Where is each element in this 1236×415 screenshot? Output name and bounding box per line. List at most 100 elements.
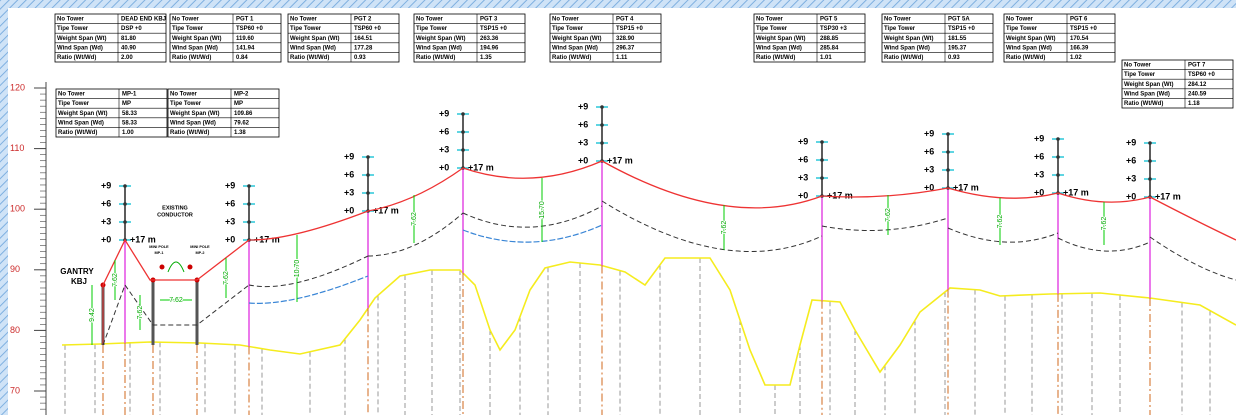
clearance: 7.62 [1101, 217, 1108, 231]
clearance: 10.70 [294, 260, 301, 278]
table-label: No Tower [170, 92, 198, 98]
tower-height: +17 m [130, 234, 156, 244]
height-mark: +3 [798, 172, 808, 182]
table-value: PGT 7 [1188, 63, 1206, 69]
table-value: 0.93 [354, 55, 366, 61]
table-label: No Tower [172, 17, 200, 23]
conductor [1149, 196, 1236, 241]
height-mark: +6 [1034, 151, 1044, 161]
table-box [413, 13, 526, 63]
annotation: KBJ [71, 277, 87, 286]
table-value: 328.90 [616, 36, 635, 42]
table-label: Tipe Tower [552, 26, 584, 32]
table-label: Wind Span (Wd) [1124, 91, 1170, 97]
height-node [946, 132, 950, 136]
table-value: MP-2 [234, 92, 249, 98]
height-mark: +0 [798, 190, 808, 200]
table-label: Ratio (Wt/Wd) [884, 55, 923, 61]
height-node [366, 155, 370, 159]
table-value: 194.96 [480, 45, 499, 51]
height-mark: +0 [578, 155, 588, 165]
tower-height: +17 m [373, 205, 399, 215]
height-mark: +3 [344, 187, 354, 197]
height-node [123, 220, 127, 224]
table-label: Weight Span (Wt) [756, 36, 806, 42]
height-node [461, 112, 465, 116]
table-label: Ratio (Wt/Wd) [552, 55, 591, 61]
height-mark: +0 [1126, 191, 1136, 201]
table-label: Weight Span (Wt) [170, 111, 220, 117]
table-label: Weight Span (Wt) [58, 111, 108, 117]
height-mark: +9 [344, 151, 354, 161]
table-label: Wind Span (Wd) [756, 45, 802, 51]
table-label: Weight Span (Wt) [1124, 82, 1174, 88]
annotation: MINI POLE [190, 245, 210, 249]
tower-table: No Tower PGT 6 Tipe Tower TSP15 +0 Weight Sp… [1003, 13, 1116, 63]
clearance: 7.62 [997, 215, 1004, 229]
table-box [881, 13, 994, 63]
table-value: 0.84 [236, 55, 248, 61]
clearance: 7.62 [223, 271, 230, 285]
table-label: Ratio (Wt/Wd) [1124, 101, 1163, 107]
height-node [247, 202, 251, 206]
height-node [946, 168, 950, 172]
table-value: 195.37 [948, 45, 967, 51]
annotation: MP-2 [195, 251, 204, 255]
clearance: 7.62 [137, 306, 144, 320]
conductor [102, 238, 250, 286]
table-value: 1.02 [1070, 55, 1082, 61]
table-value: 141.94 [236, 45, 255, 51]
tower-height: +17 m [607, 155, 633, 165]
height-node [123, 202, 127, 206]
height-mark: +9 [1126, 137, 1136, 147]
table-label: Tipe Tower [756, 26, 788, 32]
table-label: Ratio (Wt/Wd) [290, 55, 329, 61]
clearance-line [248, 255, 369, 288]
table-value: MP [122, 101, 131, 107]
height-mark: +3 [101, 216, 111, 226]
height-node [820, 176, 824, 180]
height-node [820, 140, 824, 144]
elevation-label: 80 [10, 325, 20, 335]
table-value: PGT 1 [236, 17, 254, 23]
crossing-line [462, 224, 603, 243]
table-label: Weight Span (Wt) [1006, 36, 1056, 42]
height-mark: +6 [798, 154, 808, 164]
clearance: 7.62 [411, 212, 418, 226]
table-label: Weight Span (Wt) [884, 36, 934, 42]
height-node [1148, 159, 1152, 163]
table-label: Weight Span (Wt) [416, 36, 466, 42]
table-value: 1.00 [122, 130, 134, 136]
height-node [123, 184, 127, 188]
table-value: TSP15 +0 [616, 26, 644, 32]
conductor [462, 160, 603, 179]
table-label: No Tower [756, 17, 784, 23]
table-box [549, 13, 662, 63]
height-node [600, 123, 604, 127]
height-mark: +9 [798, 136, 808, 146]
clearance-line [1149, 236, 1236, 281]
table-label: Ratio (Wt/Wd) [57, 55, 96, 61]
height-mark: +6 [924, 146, 934, 156]
existing-conductor [159, 264, 165, 270]
height-node [600, 141, 604, 145]
table-label: Weight Span (Wt) [172, 36, 222, 42]
table-value: 1.38 [234, 130, 246, 136]
table-label: No Tower [1006, 17, 1034, 23]
table-box [287, 13, 400, 63]
table-value: PGT 5 [820, 17, 838, 23]
elevation-label: 100 [10, 204, 25, 214]
tower-table: No Tower MP-2 Tipe Tower MP Weight Span (Wt)… [167, 88, 280, 138]
annotation: MP-1 [154, 251, 163, 255]
conductor [1057, 192, 1151, 203]
table-label: Wind Span (Wd) [416, 45, 462, 51]
table-label: Ratio (Wt/Wd) [1006, 55, 1045, 61]
clearance-line [821, 217, 949, 231]
table-label: Tipe Tower [1124, 72, 1156, 78]
height-mark: +3 [225, 216, 235, 226]
height-node [600, 105, 604, 109]
existing-conductor-arc [167, 261, 185, 273]
tower-table: No Tower PGT 3 Tipe Tower TSP15 +0 Weight Sp… [413, 13, 526, 63]
height-node [1056, 137, 1060, 141]
existing-conductor [187, 264, 193, 270]
